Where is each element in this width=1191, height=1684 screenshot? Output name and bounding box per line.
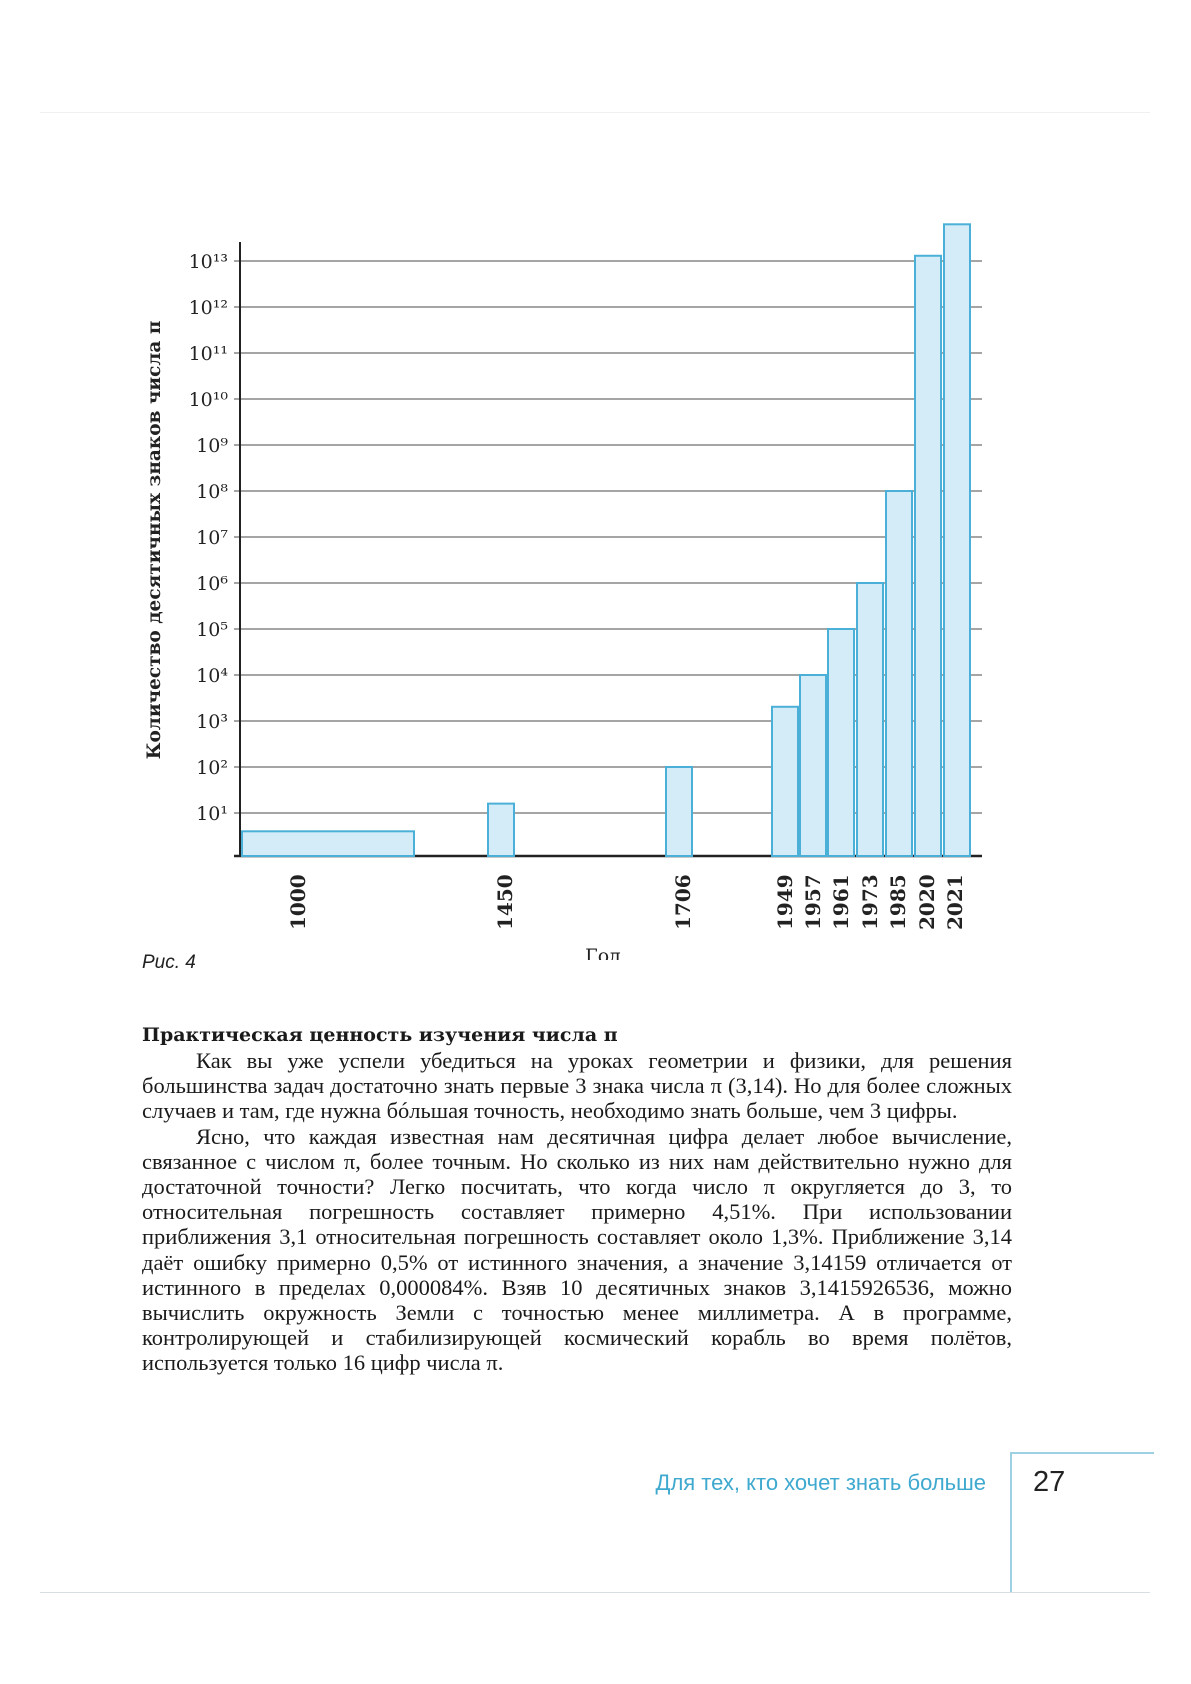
y-axis-title: Количество десятичных знаков числа π bbox=[144, 321, 165, 760]
y-tick-label: 10⁶ bbox=[196, 573, 228, 595]
figure-caption: Рис. 4 bbox=[142, 952, 196, 973]
x-tick-label: 1000 bbox=[286, 874, 310, 930]
x-tick-label: 1973 bbox=[858, 874, 882, 930]
x-tick-label: 1949 bbox=[773, 874, 797, 930]
y-tick-label: 10⁹ bbox=[196, 435, 228, 457]
y-tick-label: 10¹ bbox=[196, 803, 228, 825]
paragraph-2: Ясно, что каждая известная нам десятична… bbox=[142, 1123, 1012, 1376]
digits-of-pi-chart: 10¹ 10² 10³ 10⁴ 10⁵ 10⁶ 10⁷ 10⁸ 10⁹ 10¹⁰ 10¹¹ 10¹² 1… bbox=[144, 223, 982, 960]
bar bbox=[914, 254, 942, 857]
bar bbox=[241, 830, 415, 857]
x-tick-label: 1706 bbox=[671, 874, 695, 930]
x-tick-label: 2021 bbox=[943, 874, 967, 930]
section-body: Практическая ценность изучения числа π К… bbox=[142, 1022, 1012, 1376]
bar bbox=[487, 802, 515, 857]
y-tick-label: 10⁵ bbox=[196, 619, 228, 641]
page-bottom-rule bbox=[40, 1592, 1150, 1593]
x-tick-label: 1957 bbox=[801, 874, 825, 930]
y-tick-label: 10⁸ bbox=[196, 481, 228, 503]
y-tick-label: 10² bbox=[196, 757, 228, 779]
x-tick-label: 1961 bbox=[829, 874, 853, 930]
page-top-rule bbox=[40, 112, 1150, 113]
y-tick-label: 10¹⁰ bbox=[189, 389, 229, 411]
bar bbox=[771, 705, 799, 858]
x-tick-label: 1985 bbox=[886, 874, 910, 930]
footer-divider-horizontal bbox=[1010, 1452, 1154, 1454]
bar bbox=[885, 490, 913, 857]
section-heading: Практическая ценность изучения числа π bbox=[142, 1024, 618, 1046]
x-tick-label: 1450 bbox=[493, 874, 517, 930]
y-tick-label: 10¹² bbox=[189, 297, 228, 319]
x-axis-title: Год bbox=[585, 945, 621, 960]
bar bbox=[856, 582, 884, 857]
x-tick-label: 2020 bbox=[915, 874, 939, 930]
y-tick-label: 10¹¹ bbox=[189, 343, 228, 365]
bar bbox=[799, 674, 827, 857]
paragraph-1: Как вы уже успели убедиться на уроках ге… bbox=[142, 1048, 1012, 1124]
bar bbox=[827, 628, 855, 857]
y-tick-label: 10⁷ bbox=[196, 527, 228, 549]
footer-divider-vertical bbox=[1010, 1452, 1012, 1592]
y-tick-label: 10¹³ bbox=[189, 251, 228, 273]
footer-section-title: Для тех, кто хочет знать больше bbox=[655, 1470, 986, 1495]
y-tick-label: 10³ bbox=[196, 711, 228, 733]
bar bbox=[943, 223, 971, 857]
bar bbox=[665, 766, 693, 857]
page-number: 27 bbox=[1033, 1466, 1066, 1498]
y-tick-label: 10⁴ bbox=[196, 665, 228, 687]
